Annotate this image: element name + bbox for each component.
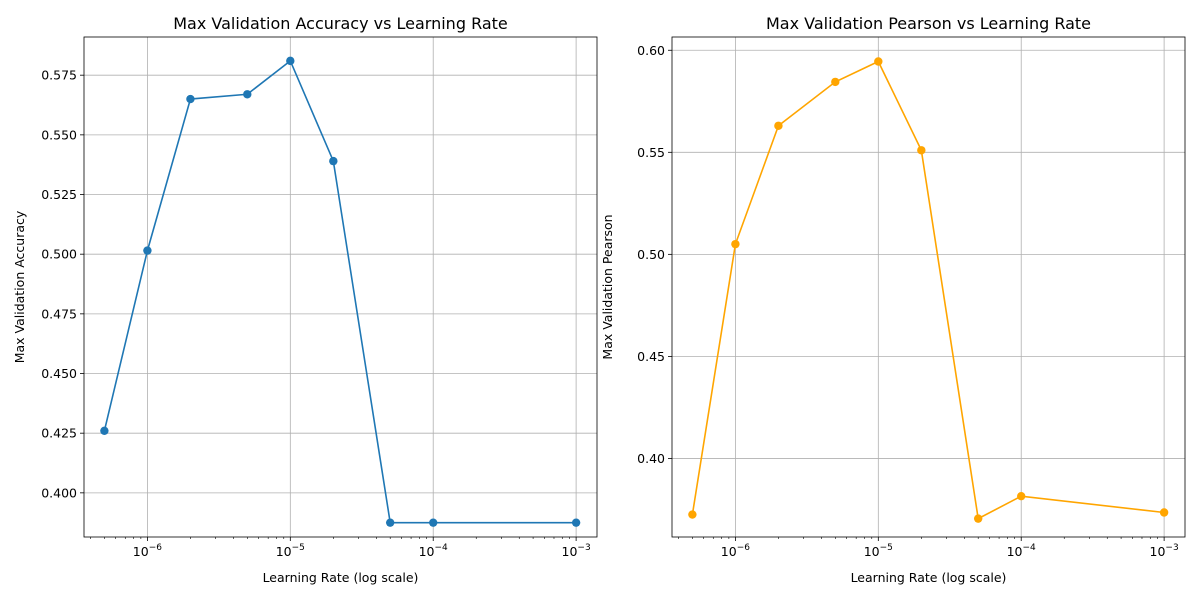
x-tick-exponent: −5 bbox=[880, 543, 893, 553]
data-point bbox=[831, 77, 840, 87]
y-tick-label: 0.55 bbox=[637, 145, 665, 160]
x-tick-base: 10 bbox=[276, 544, 292, 559]
data-point bbox=[571, 518, 581, 527]
y-tick-label: 0.450 bbox=[41, 366, 77, 381]
y-tick-label: 0.40 bbox=[637, 451, 665, 466]
data-point bbox=[385, 518, 395, 527]
data-point bbox=[774, 121, 783, 130]
y-axis-label: Max Validation Pearson bbox=[600, 214, 615, 359]
x-tick-label: 10−4 bbox=[419, 543, 448, 559]
series-line bbox=[691, 60, 1165, 520]
x-tick-base: 10 bbox=[721, 544, 737, 559]
y-tick-label: 0.500 bbox=[41, 247, 77, 262]
x-tick-exponent: −3 bbox=[1165, 543, 1178, 553]
y-tick-label: 0.50 bbox=[637, 247, 665, 262]
x-tick-base: 10 bbox=[1007, 544, 1023, 559]
x-tick-exponent: −6 bbox=[149, 543, 163, 553]
data-point bbox=[731, 239, 740, 249]
data-point bbox=[143, 246, 152, 255]
x-tick-exponent: −4 bbox=[435, 543, 449, 553]
data-point bbox=[243, 90, 252, 99]
x-tick-base: 10 bbox=[419, 544, 435, 559]
plot-frame bbox=[671, 36, 1186, 538]
data-point bbox=[286, 56, 295, 66]
x-tick-exponent: −6 bbox=[737, 543, 751, 553]
y-tick-label: 0.60 bbox=[637, 43, 665, 58]
x-tick-base: 10 bbox=[864, 544, 880, 559]
x-axis-label: Learning Rate (log scale) bbox=[851, 570, 1007, 585]
data-point bbox=[973, 514, 983, 523]
data-point bbox=[688, 510, 697, 519]
chart-pearson: 10−6 10−5 10−4 10−30.400.450.500.550.60Max … bbox=[600, 14, 1186, 585]
data-point bbox=[874, 57, 883, 66]
data-point bbox=[1159, 508, 1169, 517]
plot-frame bbox=[83, 36, 598, 538]
x-tick-label: 10−6 bbox=[721, 543, 750, 559]
data-point bbox=[917, 146, 926, 155]
series-line bbox=[103, 59, 577, 524]
chart-title: Max Validation Pearson vs Learning Rate bbox=[766, 14, 1091, 33]
y-tick-label: 0.575 bbox=[41, 68, 77, 83]
y-tick-label: 0.400 bbox=[41, 485, 77, 500]
y-tick-label: 0.525 bbox=[41, 187, 77, 202]
x-axis-label: Learning Rate (log scale) bbox=[263, 570, 419, 585]
x-tick-base: 10 bbox=[562, 544, 578, 559]
y-tick-label: 0.550 bbox=[41, 127, 77, 142]
chart-accuracy: 10−6 10−5 10−4 10−30.4000.4250.4500.4750.50… bbox=[12, 14, 598, 585]
x-tick-label: 10−5 bbox=[864, 543, 893, 559]
y-tick-label: 0.45 bbox=[637, 349, 665, 364]
data-point bbox=[100, 426, 109, 435]
x-tick-label: 10−3 bbox=[562, 543, 591, 559]
x-tick-exponent: −5 bbox=[292, 543, 305, 553]
x-tick-label: 10−4 bbox=[1007, 543, 1036, 559]
x-tick-base: 10 bbox=[1150, 544, 1166, 559]
data-point bbox=[186, 94, 195, 104]
data-point bbox=[429, 518, 438, 527]
data-point bbox=[329, 156, 338, 166]
x-tick-label: 10−6 bbox=[133, 543, 162, 559]
x-tick-label: 10−5 bbox=[276, 543, 305, 559]
y-axis-label: Max Validation Accuracy bbox=[12, 210, 27, 363]
x-tick-label: 10−3 bbox=[1150, 543, 1179, 559]
chart-title: Max Validation Accuracy vs Learning Rate bbox=[173, 14, 508, 33]
x-tick-exponent: −4 bbox=[1023, 543, 1037, 553]
y-tick-label: 0.475 bbox=[41, 306, 77, 321]
x-tick-base: 10 bbox=[133, 544, 149, 559]
x-tick-exponent: −3 bbox=[577, 543, 590, 553]
y-tick-label: 0.425 bbox=[41, 426, 77, 441]
data-point bbox=[1017, 491, 1026, 501]
